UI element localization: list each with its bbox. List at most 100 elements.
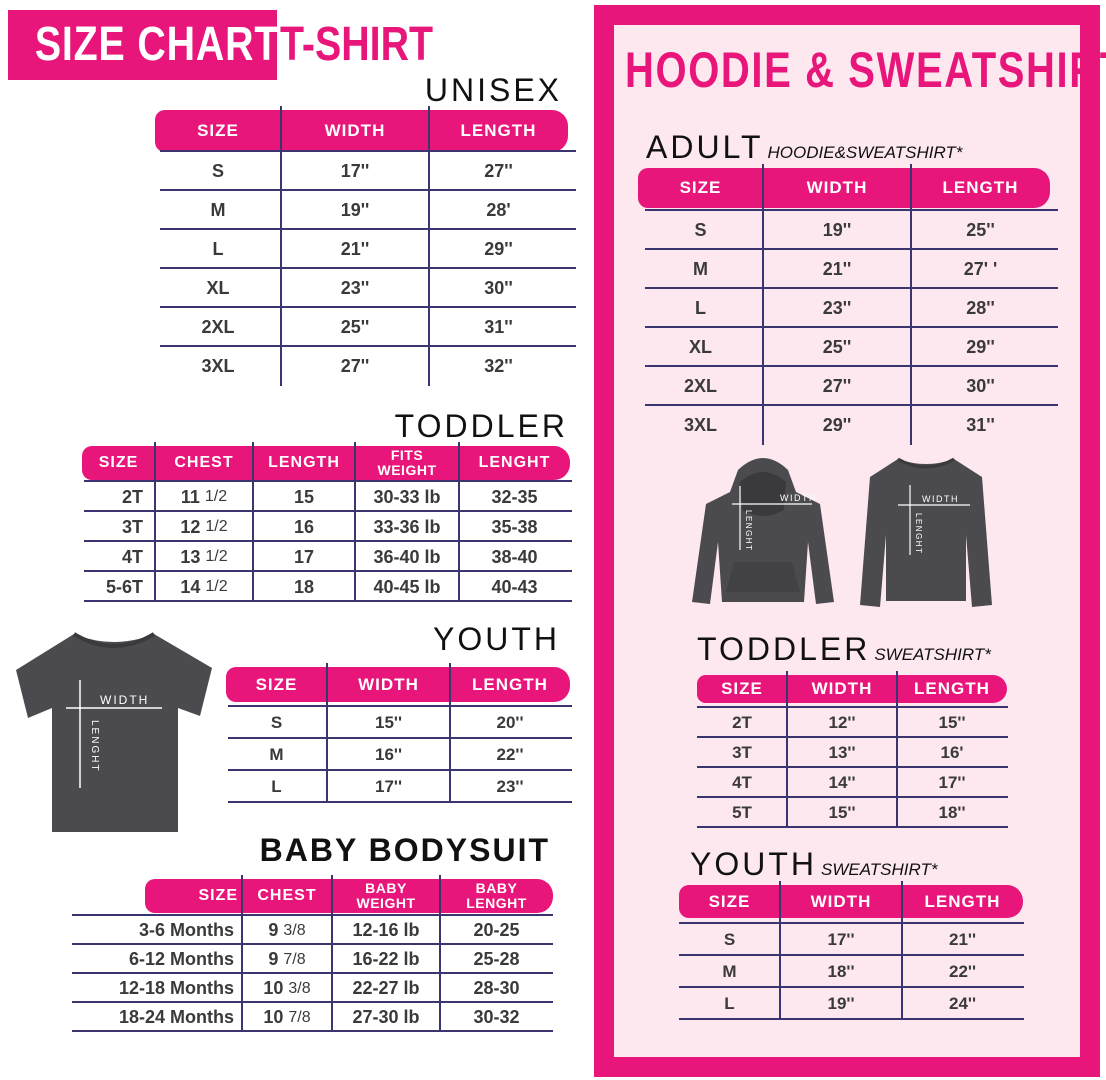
toddler-column-divider (458, 442, 460, 602)
fraction: 1/2 (204, 488, 228, 505)
tshirt-title-text: T-SHIRT (280, 18, 434, 71)
sweat_toddler-header-cell: SIZE (721, 679, 763, 698)
fraction: 1/2 (205, 518, 228, 535)
youth-header: SIZE WIDTH LENGTH (226, 667, 570, 702)
unisex-row-divider (160, 189, 576, 191)
youth-row-divider (228, 705, 572, 707)
sweat_toddler-cell: 3T (732, 743, 752, 762)
sweat_toddler-cell: 16' (940, 743, 964, 762)
unisex-row-divider (160, 306, 576, 308)
youth-cell: L (271, 777, 282, 796)
sweatshirt-length-label: LENGHT (914, 513, 923, 554)
sweat_toddler-cell: 18'' (938, 803, 966, 822)
unisex-cell: 30'' (484, 278, 513, 298)
unisex-label: UNISEX (424, 72, 562, 108)
baby-cell: 9 3/8 (242, 916, 332, 945)
youth-sweatshirt-label-text: YOUTH (690, 846, 817, 882)
sweat_youth-header-cell: LENGTH (924, 891, 1001, 911)
unisex-row-divider (160, 267, 576, 269)
sweat_toddler-column-divider (896, 671, 898, 828)
sweat_youth-cell: M (722, 962, 737, 981)
baby-header-cell: BABY LENGHT (466, 880, 527, 911)
sweat_youth-cell: L (724, 994, 735, 1013)
toddler-cell: 32-35 (491, 486, 538, 507)
toddler-label: TODDLER (394, 408, 568, 444)
unisex-cell: 31'' (484, 317, 513, 337)
baby-row-divider (72, 943, 553, 945)
hoodie_adult-cell: 27' ' (963, 259, 998, 279)
fraction: 1/2 (205, 578, 228, 595)
hoodie-illustration: WIDTH LENGHT (692, 458, 834, 604)
hoodie_adult-cell: 23'' (822, 298, 852, 318)
toddler-header-cell: CHEST (174, 454, 234, 471)
unisex-cell: 27'' (340, 356, 370, 376)
hoodie_adult-row-divider (645, 287, 1058, 289)
hoodie_adult-header: SIZE WIDTH LENGTH (638, 168, 1050, 208)
hoodie-width-label: WIDTH (780, 493, 817, 503)
sweat_youth-column-divider (901, 881, 903, 1020)
tshirt-illustration: WIDTH LENGHT (16, 632, 212, 832)
baby-header-cell: SIZE (198, 887, 238, 904)
sweat_youth-cell: S (723, 930, 736, 949)
hoodie_adult-cell: 29'' (966, 337, 995, 357)
hoodie_adult-cell: 27'' (822, 376, 852, 396)
youth-sweatshirt-sublabel: SWEATSHIRT* (821, 860, 938, 879)
unisex-column-divider (428, 106, 430, 386)
unisex-cell: 23'' (340, 278, 370, 298)
baby-cell: 9 7/8 (242, 945, 332, 974)
hoodie_adult-row-divider (645, 326, 1058, 328)
size-chart-title: SIZE CHART (8, 10, 280, 80)
youth-cell: 22'' (496, 745, 524, 764)
sweat_youth-column-divider (779, 881, 781, 1020)
youth-row-divider (228, 737, 572, 739)
sweatshirt-width-label: WIDTH (922, 494, 959, 504)
unisex-cell: XL (206, 278, 230, 298)
toddler-sweatshirt-sublabel: SWEATSHIRT* (874, 645, 991, 664)
hoodie_adult-cell: 31'' (966, 415, 995, 435)
hoodie-sweatshirt-title: HOODIE & SWEATSHIRT (625, 40, 1106, 100)
sweat_youth-cell: 19'' (827, 994, 855, 1013)
whole-number: 10 (263, 978, 284, 998)
toddler-cell: 33-36 lb (373, 516, 441, 537)
sweat_toddler-cell: 2T (732, 713, 752, 732)
hoodie_adult-cell: 2XL (683, 376, 717, 396)
sweat_toddler-header-cell: LENGTH (914, 679, 990, 698)
sweat_toddler-column-divider (786, 671, 788, 828)
toddler-header-cell: SIZE (98, 454, 139, 471)
sweat_youth-header-cell: SIZE (708, 891, 751, 911)
whole-number: 12 (180, 516, 201, 537)
toddler-cell: 18 (293, 576, 315, 597)
hoodie_adult-row-divider (645, 404, 1058, 406)
toddler-cell: 38-40 (491, 546, 538, 567)
unisex-row-divider (160, 228, 576, 230)
hoodie_adult-cell: 25'' (822, 337, 852, 357)
unisex-cell: 19'' (340, 200, 370, 220)
sweat_toddler-cell: 15'' (938, 713, 966, 732)
hoodie_adult-cell: 3XL (683, 415, 717, 435)
adult-hoodie-label: ADULT HOODIE&SWEATSHIRT* (646, 129, 962, 171)
unisex-header-cell: SIZE (197, 121, 239, 140)
sweat_toddler-header: SIZE WIDTH LENGTH (697, 675, 1007, 703)
baby-header: SIZE CHEST BABY WEIGHT BABY LENGHT (145, 879, 553, 913)
hoodie_adult-header-cell: WIDTH (806, 178, 868, 197)
sweat_toddler-cell: 17'' (938, 773, 966, 792)
toddler-cell: 17 (293, 546, 315, 567)
toddler-cell: 30-33 lb (373, 486, 441, 507)
sweat_youth-cell: 21'' (949, 930, 976, 949)
youth-cell: 16'' (375, 745, 402, 764)
toddler-cell: 5-6T (105, 576, 143, 597)
sweat_toddler-cell: 15'' (828, 803, 856, 822)
baby-row-divider (72, 1001, 553, 1003)
baby-bodysuit-label: BABY BODYSUIT (259, 832, 550, 868)
toddler-row-divider (84, 510, 572, 512)
size-chart-title-text: SIZE CHART (34, 18, 280, 71)
baby-cell: 22-27 lb (352, 978, 420, 998)
hoodie_adult-row-divider (645, 248, 1058, 250)
hoodie-length-label: LENGHT (744, 510, 753, 551)
whole-number: 13 (180, 546, 201, 567)
hoodie_adult-cell: 19'' (822, 220, 852, 240)
hoodie_adult-header-cell: SIZE (679, 178, 722, 197)
toddler-row-divider (84, 600, 572, 602)
youth-cell: 17'' (375, 777, 402, 796)
toddler-cell: 15 (293, 486, 315, 507)
